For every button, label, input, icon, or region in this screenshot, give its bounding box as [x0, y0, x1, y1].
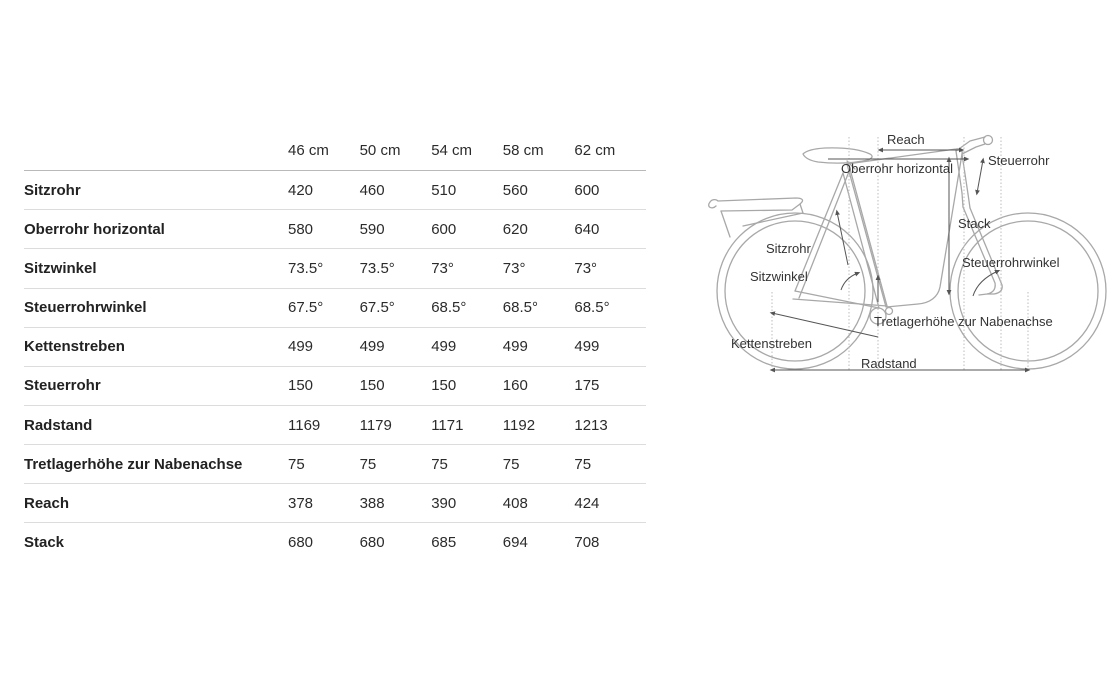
svg-text:Reach: Reach: [887, 132, 925, 147]
svg-text:Stack: Stack: [958, 216, 991, 231]
svg-text:Radstand: Radstand: [861, 356, 917, 371]
svg-text:Sitzrohr: Sitzrohr: [766, 241, 811, 256]
svg-text:Steuerrohr: Steuerrohr: [988, 153, 1050, 168]
svg-text:Sitzwinkel: Sitzwinkel: [750, 269, 808, 284]
svg-text:Tretlagerhöhe zur Nabenachse: Tretlagerhöhe zur Nabenachse: [874, 314, 1053, 329]
svg-text:Kettenstreben: Kettenstreben: [731, 336, 812, 351]
svg-text:Steuerrohrwinkel: Steuerrohrwinkel: [962, 255, 1060, 270]
svg-text:Oberrohr horizontal: Oberrohr horizontal: [841, 161, 953, 176]
